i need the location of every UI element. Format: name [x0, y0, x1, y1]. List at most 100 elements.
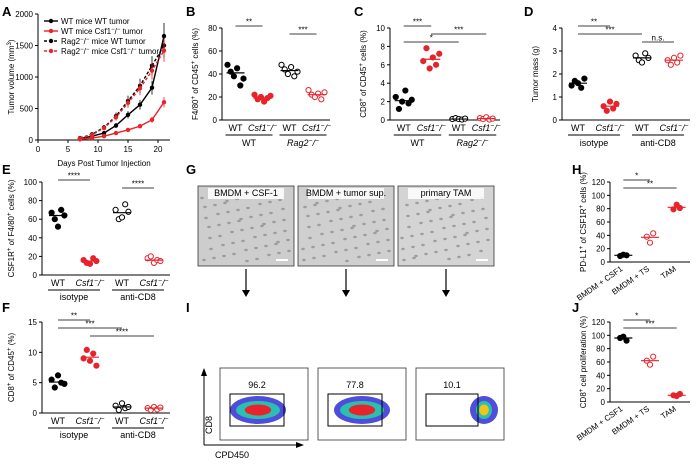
cell-speck	[456, 244, 460, 248]
data-point	[676, 204, 683, 212]
data-point	[643, 233, 650, 240]
group-label: Rag2−/−	[457, 138, 489, 149]
y-tick-label: 20	[28, 252, 37, 261]
y-tick-label: 3	[553, 47, 558, 56]
cell-speck	[339, 217, 343, 221]
data-point	[288, 64, 295, 71]
y-tick-label: 15	[28, 318, 37, 327]
data-point	[112, 206, 119, 213]
category-label: WT	[115, 416, 129, 426]
cell-speck	[254, 246, 258, 250]
cell-speck	[430, 230, 434, 234]
cell-speck	[486, 238, 490, 242]
arrow-head	[442, 290, 450, 297]
legend-entry: Rag2−/− mice Csf1−/− tumor	[61, 47, 159, 56]
x-tick-label: 15	[124, 145, 133, 154]
legend-marker	[48, 28, 54, 34]
cell-speck	[466, 242, 470, 246]
cell-speck	[213, 203, 217, 207]
cell-speck	[419, 221, 423, 225]
y-tick-label: 20	[596, 385, 605, 394]
y-axis-label: F4/80+ of CD45+ cells (%)	[191, 28, 200, 120]
data-point	[638, 59, 646, 66]
cell-speck	[223, 201, 227, 205]
panel-letter-B: B	[186, 4, 195, 19]
data-point	[603, 107, 610, 114]
data-point	[90, 350, 97, 357]
cell-speck	[322, 254, 326, 258]
data-point	[436, 50, 443, 57]
data-point	[48, 376, 55, 383]
significance-label: *	[430, 34, 433, 43]
data-point	[257, 93, 264, 101]
y-tick-label: 60	[28, 215, 37, 224]
category-label: Csf1−/−	[76, 278, 105, 289]
y-tick-label: 100	[592, 331, 606, 340]
cell-speck	[282, 218, 286, 222]
data-point	[125, 127, 131, 133]
y-tick-label: 0	[213, 116, 218, 125]
cell-speck	[230, 230, 234, 234]
category-label: WT	[571, 123, 585, 133]
cell-speck	[262, 222, 266, 226]
significance-label: ***	[645, 320, 654, 329]
cell-speck	[287, 249, 291, 253]
y-tick-label: 80	[208, 24, 217, 33]
cell-speck	[401, 247, 405, 251]
data-point	[402, 87, 409, 94]
cell-speck	[216, 212, 220, 216]
data-point	[58, 206, 65, 213]
group-label: Rag2−/−	[287, 138, 319, 149]
arrow-head	[242, 290, 250, 297]
data-point	[426, 65, 433, 72]
data-point	[278, 61, 285, 68]
cell-speck	[225, 199, 229, 203]
data-point	[89, 135, 95, 141]
panel-i-flow-cytometry: 96.2 77.8 10.1	[201, 367, 505, 448]
cell-speck	[448, 204, 452, 208]
cell-speck	[258, 202, 262, 206]
cell-speck	[479, 249, 483, 253]
category-label: Csf1−/−	[596, 123, 625, 134]
cell-speck	[481, 207, 485, 211]
data-point	[650, 353, 657, 360]
data-point	[137, 102, 143, 107]
cell-speck	[368, 200, 372, 204]
cell-speck	[336, 208, 340, 212]
category-label: WT	[51, 278, 65, 288]
micrograph-title: primary TAM	[421, 188, 472, 198]
y-axis-label: PD-L1+ of CSF1R+ cells (%)	[579, 172, 588, 272]
y-tick-label: 100	[592, 191, 606, 200]
micrograph-title-bg	[208, 188, 284, 199]
cell-speck	[359, 213, 363, 217]
y-tick-label: 2	[381, 98, 386, 107]
cell-speck	[465, 231, 469, 235]
group-label: isotype	[60, 292, 89, 302]
cell-speck	[307, 225, 311, 229]
cell-speck	[203, 205, 207, 209]
cell-speck	[231, 241, 235, 245]
cell-speck	[358, 202, 362, 206]
cell-speck	[350, 226, 354, 230]
significance-label: ***	[413, 18, 422, 27]
data-point	[650, 230, 657, 237]
micrograph-image	[297, 185, 395, 267]
significance-label: **	[591, 18, 597, 27]
cell-speck	[207, 225, 211, 229]
x-tick-label: 0	[36, 145, 41, 154]
micrograph-title-bg	[408, 188, 484, 199]
series-line-2	[79, 45, 165, 139]
legend-marker	[48, 48, 54, 54]
y-tick-label: 4	[553, 24, 558, 33]
data-point	[125, 100, 131, 106]
cell-speck	[428, 208, 432, 212]
cell-speck	[367, 253, 371, 257]
y-tick-label: 120	[592, 178, 606, 187]
cell-speck	[208, 236, 212, 240]
data-point	[113, 123, 119, 128]
significance-label: ***	[298, 26, 307, 35]
data-point	[77, 136, 83, 141]
cell-speck	[385, 227, 389, 231]
gate-percentage: 10.1	[443, 380, 461, 390]
cell-speck	[320, 232, 324, 236]
